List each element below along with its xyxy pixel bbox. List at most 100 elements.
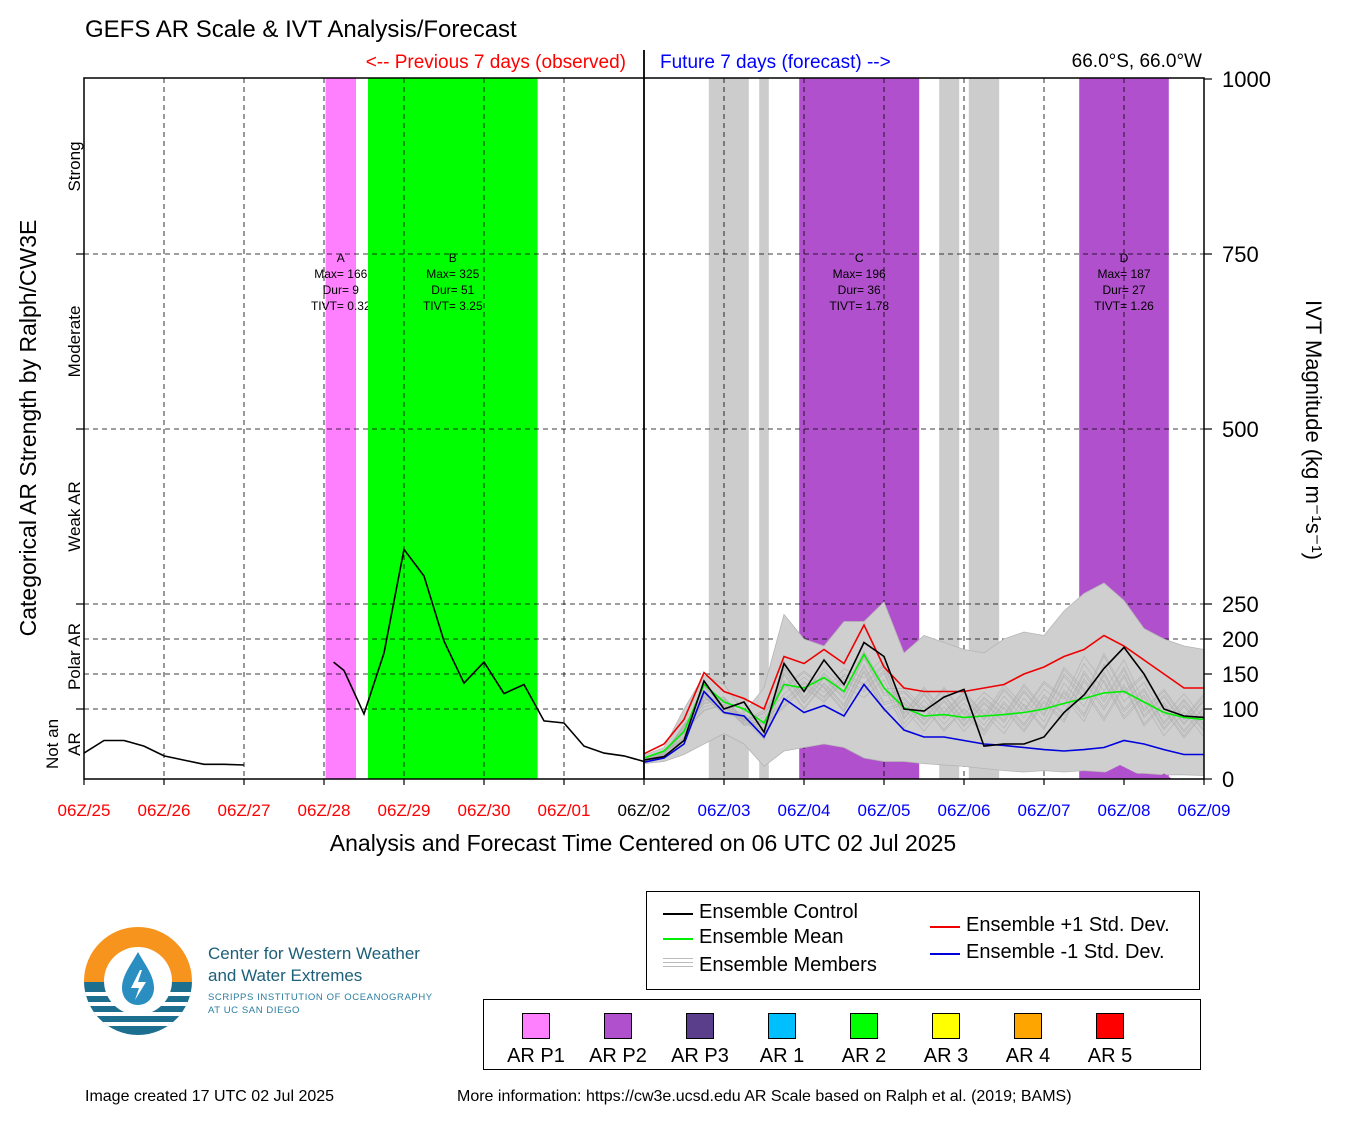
legend-swatch-mean xyxy=(663,938,693,940)
member-ar-band-2 xyxy=(939,78,960,779)
ar-scale-legend: AR P1 AR P2 AR P3 AR 1 AR 2 AR 3 AR 4 AR 5 xyxy=(483,999,1201,1070)
y-tick-label-150: 150 xyxy=(1222,662,1259,687)
ensemble-member-line-9 xyxy=(643,655,1205,760)
ar-scale-swatch-ar-1 xyxy=(768,1013,796,1039)
y-tick-label-250: 250 xyxy=(1222,592,1259,617)
x-tick-label-2: 06Z/27 xyxy=(218,801,271,820)
category-label-not-an-ar-1: AR xyxy=(65,732,84,756)
x-tick-label-11: 06Z/06 xyxy=(938,801,991,820)
legend-swatch-minus-sd xyxy=(930,953,960,955)
ar-scale-label-ar-5: AR 5 xyxy=(1087,1045,1133,1067)
ar-event-b-max: Max= 325 xyxy=(426,267,479,281)
x-tick-label-7: 06Z/02 xyxy=(618,801,671,820)
x-tick-label-13: 06Z/08 xyxy=(1098,801,1151,820)
ar-scale-label-ar-1: AR 1 xyxy=(759,1045,805,1067)
y-tick-label-0: 0 xyxy=(1222,767,1234,792)
ar-event-c-id: C xyxy=(855,251,864,265)
ar-event-a-dur: Dur= 9 xyxy=(323,283,360,297)
category-label-polar-ar-0: Polar AR xyxy=(65,623,84,690)
ar-event-b-id: B xyxy=(449,251,457,265)
cw3e-emblem-icon xyxy=(84,927,192,1035)
ar-event-c-max: Max= 196 xyxy=(833,267,886,281)
x-tick-label-0: 06Z/25 xyxy=(58,801,111,820)
ar-event-b-dur: Dur= 51 xyxy=(431,283,474,297)
ar-scale-label-ar-p2: AR P2 xyxy=(589,1045,647,1067)
legend-swatch-plus-sd xyxy=(930,926,960,928)
ar-event-a-tivt: TIVT= 0.32 xyxy=(311,299,371,313)
ar-event-a-max: Max= 166 xyxy=(314,267,367,281)
ensemble-member-line-12 xyxy=(643,665,1205,760)
ar-scale-label-ar-p3: AR P3 xyxy=(671,1045,729,1067)
ar-event-a-id: A xyxy=(337,251,345,265)
logo-line-2: and Water Extremes xyxy=(208,966,363,985)
member-ar-band-0 xyxy=(708,78,749,779)
y-tick-label-200: 200 xyxy=(1222,627,1259,652)
x-axis-title: Analysis and Forecast Time Centered on 0… xyxy=(330,830,956,856)
ar-event-band-a xyxy=(325,78,356,779)
category-label-not-an-ar-0: Not an xyxy=(43,719,62,769)
ar-scale-label-ar-2: AR 2 xyxy=(841,1045,887,1067)
x-tick-label-12: 06Z/07 xyxy=(1018,801,1071,820)
ar-event-c-dur: Dur= 36 xyxy=(838,283,881,297)
cw3e-logo: Center for Western Weather and Water Ext… xyxy=(84,926,484,1038)
ensemble-member-line-5 xyxy=(643,663,1205,758)
x-tick-label-5: 06Z/30 xyxy=(458,801,511,820)
legend-label-mean: Ensemble Mean xyxy=(699,926,844,948)
forecast-line-minus-sd xyxy=(643,683,1204,763)
ar-event-d-max: Max= 187 xyxy=(1097,267,1150,281)
ivt-chart: A Max= 166 Dur= 9 TIVT= 0.32 B Max= 325 Dur= 5… xyxy=(15,50,1326,856)
forecast-line-control xyxy=(643,641,1205,761)
right-axis-title: IVT Magnitude (kg m⁻¹s⁻¹) xyxy=(1301,300,1326,560)
category-label-weak-ar-0: Weak AR xyxy=(65,481,84,552)
y-tick-label-1000: 1000 xyxy=(1222,67,1271,92)
x-tick-label-3: 06Z/28 xyxy=(298,801,351,820)
legend-label-plus-sd: Ensemble +1 Std. Dev. xyxy=(966,914,1170,936)
ar-event-b-tivt: TIVT= 3.25 xyxy=(423,299,483,313)
ensemble-member-line-2 xyxy=(643,652,1205,759)
ar-scale-label-ar-4: AR 4 xyxy=(1005,1045,1051,1067)
ar-event-c-tivt: TIVT= 1.78 xyxy=(829,299,889,313)
future-period-label: Future 7 days (forecast) --> xyxy=(660,52,891,73)
category-label-moderate-0: Moderate xyxy=(65,306,84,378)
x-tick-label-10: 06Z/05 xyxy=(858,801,911,820)
y-tick-label-750: 750 xyxy=(1222,242,1259,267)
observed-line-segment-1 xyxy=(333,547,645,763)
logo-line-1: Center for Western Weather xyxy=(208,944,420,963)
category-label-strong-0: Strong xyxy=(65,141,84,191)
left-axis-title: Categorical AR Strength by Ralph/CW3E xyxy=(15,220,41,637)
x-tick-label-6: 06Z/01 xyxy=(538,801,591,820)
ar-scale-swatch-ar-4 xyxy=(1014,1013,1042,1039)
ensemble-member-line-7 xyxy=(643,656,1205,759)
logo-line-4: AT UC SAN DIEGO xyxy=(208,1005,301,1016)
y-tick-label-500: 500 xyxy=(1222,417,1259,442)
ar-scale-swatch-ar-p2 xyxy=(604,1013,632,1039)
ar-scale-swatch-ar-2 xyxy=(850,1013,878,1039)
legend-label-control: Ensemble Control xyxy=(699,901,858,923)
ensemble-member-line-8 xyxy=(643,657,1205,758)
legend-swatch-control xyxy=(663,913,693,915)
member-ar-bump-0 xyxy=(1092,765,1148,779)
line-legend: Ensemble Control Ensemble Mean Ensemble … xyxy=(646,891,1200,990)
ensemble-member-line-4 xyxy=(643,663,1205,760)
ensemble-member-line-13 xyxy=(643,665,1205,759)
observed-line-segment-0 xyxy=(83,739,245,766)
x-tick-label-4: 06Z/29 xyxy=(378,801,431,820)
x-tick-label-14: 06Z/09 xyxy=(1178,801,1231,820)
previous-period-label: <-- Previous 7 days (observed) xyxy=(366,52,626,73)
x-tick-label-9: 06Z/04 xyxy=(778,801,831,820)
legend-label-minus-sd: Ensemble -1 Std. Dev. xyxy=(966,941,1165,963)
ar-event-band-b xyxy=(368,78,538,779)
ar-scale-swatch-ar-p3 xyxy=(686,1013,714,1039)
legend-swatch-members xyxy=(663,958,693,959)
ar-scale-label-ar-3: AR 3 xyxy=(923,1045,969,1067)
member-ar-bump-1 xyxy=(1156,773,1172,779)
more-info-note: More information: https://cw3e.ucsd.edu … xyxy=(457,1088,1072,1105)
ar-scale-swatch-ar-3 xyxy=(932,1013,960,1039)
location-label: 66.0°S, 66.0°W xyxy=(1072,51,1202,72)
ar-scale-label-ar-p1: AR P1 xyxy=(507,1045,565,1067)
ar-scale-swatch-ar-5 xyxy=(1096,1013,1124,1039)
image-created-note: Image created 17 UTC 02 Jul 2025 xyxy=(85,1088,335,1105)
y-tick-label-100: 100 xyxy=(1222,697,1259,722)
chart-title: GEFS AR Scale & IVT Analysis/Forecast xyxy=(85,16,517,43)
member-ar-band-1 xyxy=(759,78,769,779)
